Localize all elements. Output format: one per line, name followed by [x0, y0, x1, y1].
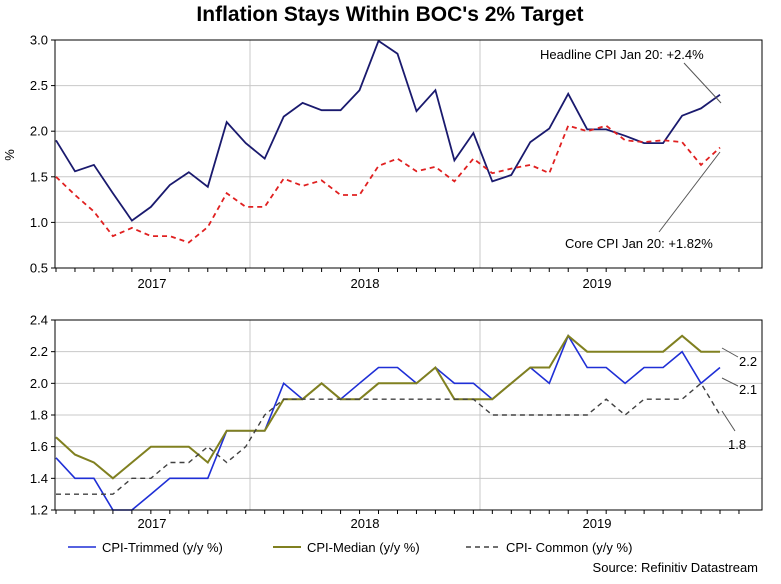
bottom-plot-frame: [54, 319, 763, 511]
top-year-label-2019: 2019: [583, 276, 612, 291]
legend-label-median: CPI-Median (y/y %): [307, 540, 420, 555]
common-end-leader: [721, 410, 736, 432]
legend-item-trimmed: CPI-Trimmed (y/y %): [68, 540, 223, 555]
bottom-year-label-2019: 2019: [583, 516, 612, 531]
trimmed-end-leader: [721, 377, 739, 387]
bottom-y-tick-label: 2.4: [30, 313, 48, 328]
core-annotation-leader: [658, 151, 721, 233]
top-year-label-2018: 2018: [351, 276, 380, 291]
bottom-y-tick-label: 2.0: [30, 376, 48, 391]
headline-annotation: Headline CPI Jan 20: +2.4%: [540, 47, 704, 62]
top-y-tick-label: 1.0: [30, 215, 48, 230]
headline-cpi-line: [55, 39, 721, 222]
core-annotation: Core CPI Jan 20: +1.82%: [565, 236, 713, 251]
bottom-year-label-2017: 2017: [138, 516, 167, 531]
legend: CPI-Trimmed (y/y %) CPI-Median (y/y %) C…: [68, 540, 632, 555]
legend-item-median: CPI-Median (y/y %): [273, 540, 420, 555]
source-note: Source: Refinitiv Datastream: [593, 560, 758, 575]
cpi-common-line: [56, 382, 721, 495]
top-year-label-2017: 2017: [138, 276, 167, 291]
top-y-axis: 3.0 2.5 2.0 1.5 1.0 0.5: [30, 33, 55, 276]
bottom-y-tick-label: 1.2: [30, 503, 48, 518]
top-y-tick-label: 2.0: [30, 124, 48, 139]
median-end-label: 2.2: [739, 354, 757, 369]
top-y-tick-label: 1.5: [30, 169, 48, 184]
core-measures-chart: 2.4 2.2 2.0 1.8 1.6 1.4 1.2 2017 2018 2019 2.2 2…: [30, 313, 763, 531]
legend-label-trimmed: CPI-Trimmed (y/y %): [102, 540, 223, 555]
top-y-axis-label: %: [2, 149, 17, 161]
top-y-tick-label: 0.5: [30, 261, 48, 276]
bottom-y-tick-label: 1.8: [30, 408, 48, 423]
bottom-y-tick-label: 1.4: [30, 471, 48, 486]
top-x-axis: 2017 2018 2019: [55, 268, 740, 291]
core-cpi-line: [55, 124, 721, 244]
legend-label-common: CPI- Common (y/y %): [506, 540, 632, 555]
bottom-y-axis: 2.4 2.2 2.0 1.8 1.6 1.4 1.2: [30, 313, 55, 518]
headline-annotation-leader: [683, 62, 722, 104]
top-y-tick-label: 2.5: [30, 78, 48, 93]
median-end-leader: [721, 347, 739, 358]
top-series: [55, 39, 721, 244]
cpi-trimmed-line: [55, 334, 721, 511]
bottom-year-label-2018: 2018: [351, 516, 380, 531]
legend-item-common: CPI- Common (y/y %): [466, 540, 632, 555]
headline-core-cpi-chart: 3.0 2.5 2.0 1.5 1.0 0.5 2017 2018 2019 % Headli…: [2, 33, 763, 291]
trimmed-end-label: 2.1: [739, 382, 757, 397]
bottom-gridlines: [55, 320, 762, 510]
cpi-median-line: [55, 334, 720, 480]
bottom-y-tick-label: 1.6: [30, 439, 48, 454]
bottom-x-axis: 2017 2018 2019: [55, 510, 740, 531]
bottom-y-tick-label: 2.2: [30, 344, 48, 359]
top-gridlines: [55, 40, 762, 268]
bottom-series: [55, 334, 721, 511]
top-plot-frame: [54, 39, 763, 269]
top-y-tick-label: 3.0: [30, 33, 48, 48]
common-end-label: 1.8: [728, 437, 746, 452]
chart-title: Inflation Stays Within BOC's 2% Target: [196, 3, 583, 26]
